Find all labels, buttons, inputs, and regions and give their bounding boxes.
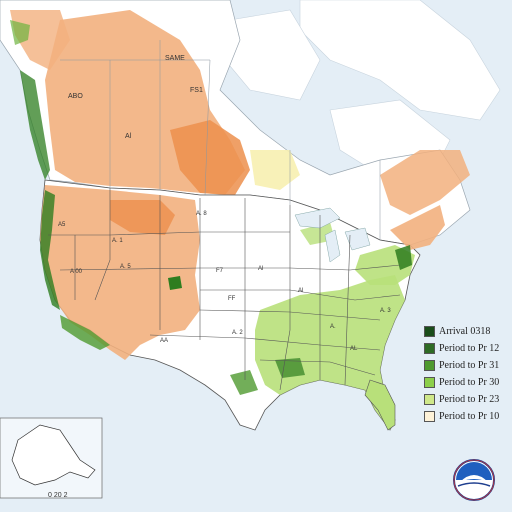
- label-mb: FS1: [190, 87, 203, 94]
- ontario-yellow-zone: [250, 150, 300, 190]
- legend-item: Arrival 0318: [424, 324, 512, 339]
- quebec-bloom-zone: [380, 150, 470, 215]
- gulf-green-patch: [275, 358, 305, 378]
- legend-label: Period to Pr 23: [439, 394, 500, 405]
- texas-green-patch: [230, 370, 258, 395]
- legend-swatch: [424, 360, 435, 371]
- legend-item: Period to Pr 30: [424, 375, 512, 390]
- bc-coast-green: [20, 70, 50, 180]
- legend-item: Period to Pr 12: [424, 341, 512, 356]
- alaska-panhandle-green: [10, 20, 30, 45]
- legend-swatch: [424, 377, 435, 388]
- legend-swatch: [424, 394, 435, 405]
- legend-label: Arrival 0318: [439, 326, 491, 337]
- label-mn: Al: [298, 288, 303, 294]
- lake-superior: [294, 207, 341, 229]
- label-co: A. 5: [120, 264, 131, 270]
- label-nv: A 00: [70, 269, 83, 275]
- legend-swatch: [424, 326, 435, 337]
- legend-item: Period to Pr 23: [424, 392, 512, 407]
- legend-label: Period to Pr 30: [439, 377, 500, 388]
- label-al: A.: [330, 324, 336, 330]
- colorado-green-patch: [168, 276, 182, 290]
- label-wy: A. 8: [196, 211, 207, 217]
- legend: Arrival 0318 Period to Pr 12 Period to P…: [424, 324, 512, 426]
- idaho-bloom-zone: [110, 200, 175, 235]
- noaa-logo-icon: [453, 459, 495, 501]
- prairie-bloom-zone: [170, 120, 250, 195]
- label-alberta: Al: [125, 133, 132, 140]
- socal-green: [60, 315, 110, 350]
- legend-swatch: [424, 411, 435, 422]
- label-tx: AA: [160, 338, 168, 344]
- label-ks: FF: [228, 296, 236, 302]
- label-ga: AL: [350, 346, 358, 352]
- legend-label: Period to Pr 10: [439, 411, 500, 422]
- alaska-outline: [11, 424, 96, 486]
- legend-label: Period to Pr 12: [439, 343, 500, 354]
- label-ne: F7: [216, 268, 224, 274]
- legend-swatch: [424, 343, 435, 354]
- label-ut: A. 1: [112, 238, 123, 244]
- lake-michigan: [324, 229, 341, 263]
- legend-label: Period to Pr 31: [439, 360, 500, 371]
- legend-item: Period to Pr 31: [424, 358, 512, 373]
- state-borders: [48, 188, 401, 391]
- greenland-landmass: [299, 0, 501, 121]
- label-saskatchewan: SAME: [165, 55, 185, 62]
- label-nc: A. 3: [380, 308, 391, 314]
- label-ca: A5: [58, 222, 66, 228]
- florida: [364, 379, 396, 431]
- legend-item: Period to Pr 10: [424, 409, 512, 424]
- province-borders: [60, 40, 381, 240]
- label-ok: A. 2: [232, 330, 243, 336]
- label-bc: ABO: [68, 93, 83, 100]
- northeast-green-patch: [395, 245, 412, 270]
- pacific-coast-green: [40, 190, 60, 310]
- label-alaska-scale: 0 20 2: [48, 492, 68, 499]
- label-sd: Al: [258, 266, 263, 272]
- new-england-bloom-zone: [390, 205, 445, 250]
